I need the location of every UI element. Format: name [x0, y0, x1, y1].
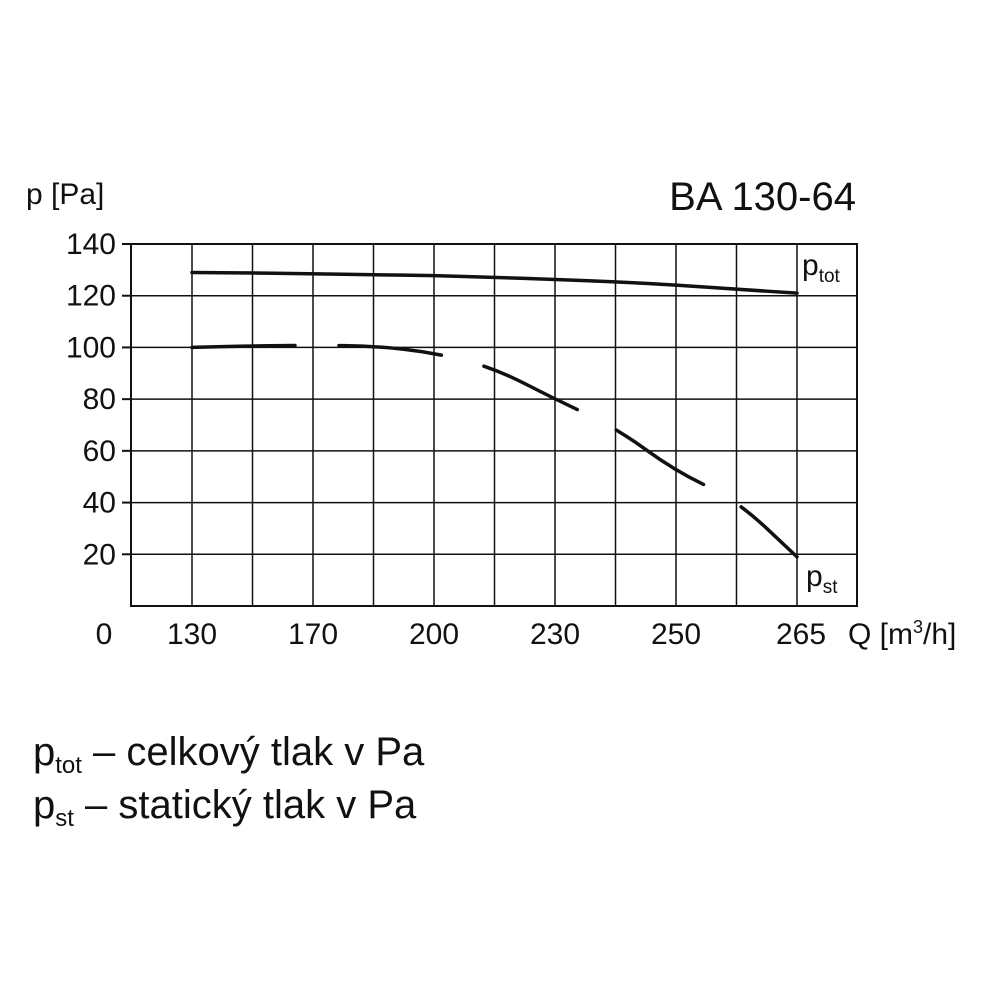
x-tick-label: 130 [167, 618, 217, 651]
origin-label: 0 [96, 618, 113, 651]
x-tick-label: 200 [409, 618, 459, 651]
x-tick-label: 170 [288, 618, 338, 651]
x-tick-label: 230 [530, 618, 580, 651]
series-label-ptot: ptot [802, 249, 841, 287]
series-line-st [190, 343, 799, 559]
y-tick-label: 100 [66, 331, 116, 364]
plot-frame [130, 243, 858, 607]
x-tick-label: 265 [776, 618, 826, 651]
y-axis-label: p [Pa] [26, 178, 104, 211]
series-line-tot [190, 270, 799, 295]
series-label-pst: pst [806, 560, 838, 598]
legend-item-ptot: ptot – celkový tlak v Pa [33, 728, 424, 790]
legend-symbol: p [33, 730, 56, 774]
y-tick-label: 140 [66, 228, 116, 261]
y-tick-label: 40 [83, 487, 116, 520]
series-layer [190, 270, 799, 559]
legend-subscript: tot [55, 752, 82, 779]
legend-subscript: st [55, 805, 74, 832]
y-tick-label: 20 [83, 538, 116, 571]
grid [131, 244, 857, 606]
axes: 20 40 60 80 100 120 140 130 170 200 230 250 265 [66, 228, 858, 651]
y-tick-label: 60 [83, 435, 116, 468]
legend-text: – statický tlak v Pa [73, 783, 417, 827]
chart-title: BA 130-64 [669, 175, 856, 219]
y-tick-label: 80 [83, 383, 116, 416]
x-axis-label: Q [m3/h] [848, 617, 956, 651]
x-tick-label: 250 [651, 618, 701, 651]
legend-item-pst: pst – statický tlak v Pa [33, 781, 416, 843]
y-tick-label: 120 [66, 280, 116, 313]
legend-symbol: p [33, 783, 56, 827]
legend-text: – celkový tlak v Pa [81, 730, 425, 774]
